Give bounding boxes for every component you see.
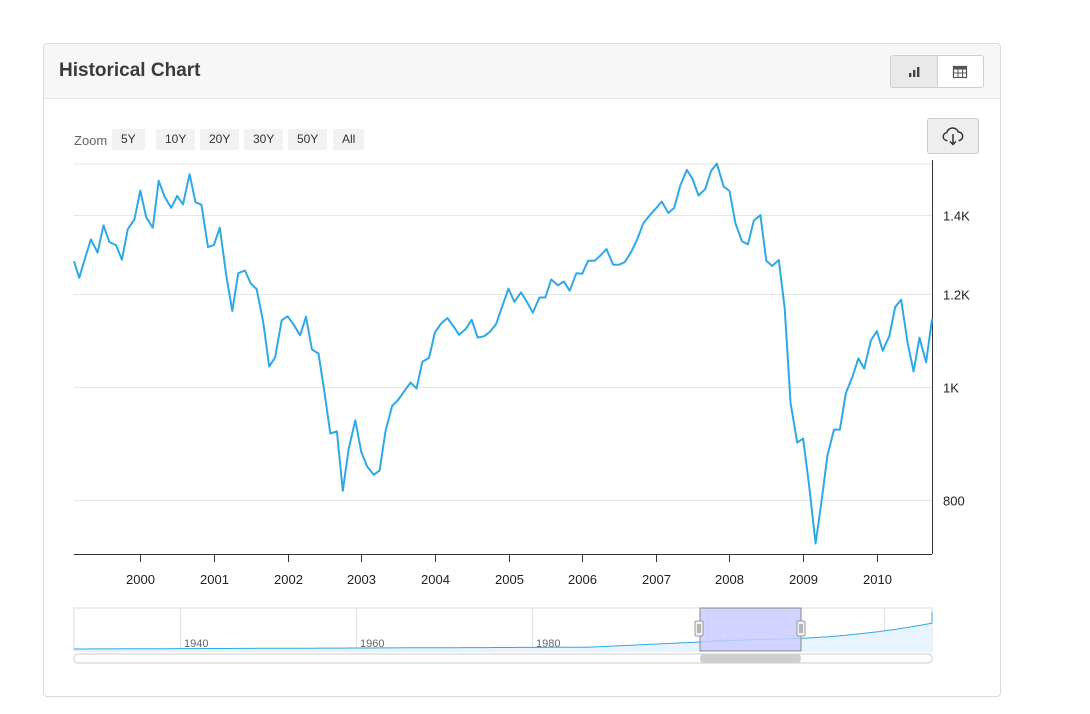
chart-view-button[interactable]: [891, 56, 937, 87]
table-view-button[interactable]: [936, 56, 984, 87]
download-button[interactable]: [927, 118, 979, 154]
cloud-download-icon: [942, 127, 964, 146]
view-toggle: [890, 55, 984, 88]
zoom-20y-button[interactable]: 20Y: [200, 129, 240, 150]
bar-chart-icon: [908, 66, 920, 77]
zoom-label: Zoom: [74, 133, 108, 148]
zoom-30y-button[interactable]: 30Y: [244, 129, 284, 150]
card-title: Historical Chart: [59, 60, 201, 81]
zoom-5y-button[interactable]: 5Y: [112, 129, 145, 150]
historical-chart-card: Historical Chart Zoom 5Y 10Y: [43, 43, 1001, 697]
zoom-10y-button[interactable]: 10Y: [156, 129, 196, 150]
zoom-50y-button[interactable]: 50Y: [288, 129, 328, 150]
zoom-all-button[interactable]: All: [333, 129, 365, 150]
table-icon: [953, 65, 968, 78]
card-header: Historical Chart: [44, 44, 1000, 99]
